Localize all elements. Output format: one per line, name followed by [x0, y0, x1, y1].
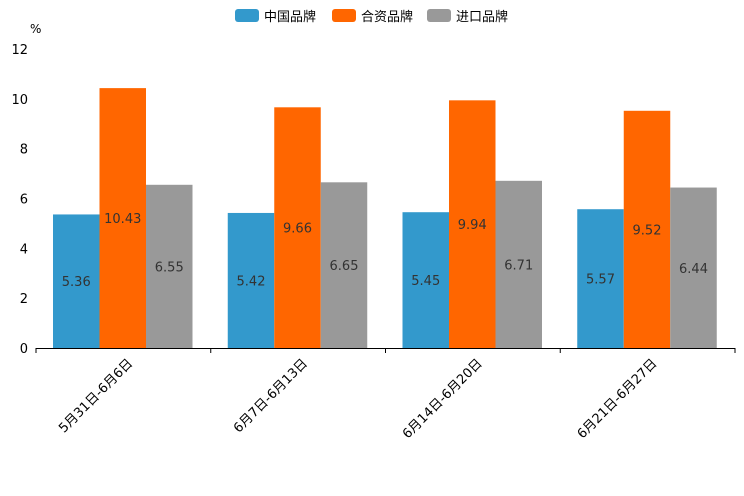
bar-2-3 [670, 187, 717, 348]
legend-swatch-china [235, 9, 259, 22]
data-label: 9.66 [283, 222, 312, 237]
bar-1-1 [274, 107, 321, 349]
data-label: 6.71 [504, 258, 533, 273]
bars: 5.36 10.43 6.55 5.42 9.66 6.65 5.45 9.94 6.71 5.5… [53, 88, 717, 349]
x-category-label: 5月31日-6月6日 [56, 356, 136, 436]
data-label: 10.43 [104, 212, 141, 227]
y-axis: 0 2 4 6 8 10 12 [11, 43, 28, 357]
bar-2-1 [320, 182, 368, 348]
legend-label-jv: 合资品牌 [361, 9, 413, 25]
bar-2-0 [146, 184, 193, 348]
data-label: 9.94 [458, 218, 487, 233]
y-tick-label: 2 [20, 292, 28, 307]
bar-0-2 [402, 212, 449, 348]
y-tick-label: 10 [11, 93, 28, 108]
bar-0-0 [53, 214, 100, 348]
x-category-label: 6月7日-6月13日 [231, 356, 311, 436]
x-category-label: 6月21日-6月27日 [575, 356, 661, 442]
legend-label-import: 进口品牌 [456, 9, 508, 25]
data-label: 9.52 [633, 223, 662, 238]
data-label: 5.45 [411, 274, 440, 289]
y-tick-label: 0 [20, 342, 28, 357]
legend: 中国品牌 合资品牌 进口品牌 [235, 9, 508, 25]
y-unit-label: % [30, 22, 41, 36]
y-tick-label: 6 [20, 193, 28, 208]
bar-0-3 [577, 209, 624, 348]
y-tick-label: 8 [20, 143, 28, 158]
data-label: 6.44 [679, 262, 708, 277]
bar-1-3 [623, 110, 671, 348]
x-category-label: 6月14日-6月20日 [400, 356, 486, 442]
data-label: 6.65 [330, 259, 359, 274]
data-label: 5.36 [62, 275, 91, 290]
legend-swatch-import [427, 9, 451, 22]
legend-label-china: 中国品牌 [264, 9, 316, 25]
data-label: 5.57 [586, 273, 615, 288]
bar-2-2 [495, 180, 542, 348]
x-axis: 5月31日-6月6日 6月7日-6月13日 6月14日-6月20日 6月21日-6月2… [35, 348, 736, 442]
data-label: 6.55 [155, 260, 184, 275]
y-tick-label: 4 [20, 242, 28, 257]
bar-1-0 [99, 88, 146, 348]
bar-1-2 [449, 100, 496, 348]
bar-0-1 [227, 212, 275, 348]
legend-swatch-jv [332, 9, 356, 22]
y-tick-label: 12 [11, 43, 28, 58]
data-label: 5.42 [237, 274, 266, 289]
